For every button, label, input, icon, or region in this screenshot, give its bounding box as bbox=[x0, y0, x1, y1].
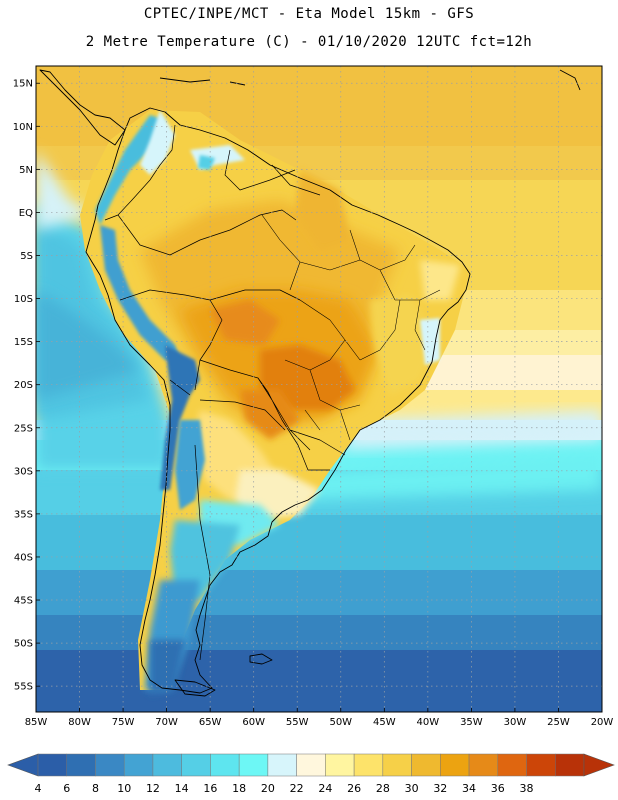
colorbar-swatch bbox=[152, 753, 182, 777]
colorbar-swatch bbox=[353, 753, 384, 777]
colorbar-swatch bbox=[267, 753, 297, 777]
colorbar-swatch bbox=[123, 753, 154, 777]
colorbar-swatch bbox=[181, 753, 211, 777]
coastline-borders bbox=[39, 69, 581, 697]
colorbar-labels: 4 6 8 10 12 14 16 18 20 22 24 26 28 30 32 34 36 38 bbox=[35, 782, 534, 795]
colorbar-swatch bbox=[555, 753, 585, 777]
south-america-coastline bbox=[85, 107, 471, 694]
lon-label: 80W bbox=[68, 717, 91, 728]
colorbar-swatch bbox=[210, 753, 240, 777]
lat-label: 5S bbox=[20, 251, 33, 262]
colorbar-label: 36 bbox=[491, 782, 505, 795]
colorbar-swatch bbox=[411, 753, 441, 777]
colorbar bbox=[7, 753, 615, 777]
colorbar-label: 32 bbox=[433, 782, 447, 795]
colorbar-label: 14 bbox=[175, 782, 189, 795]
lat-label: 55S bbox=[14, 682, 33, 693]
lon-label: 50W bbox=[329, 717, 352, 728]
lat-label: 40S bbox=[14, 552, 33, 563]
latitude-labels: 15N 10N 5N EQ 5S 10S 15S 20S 25S 30S 35S 40S 45S 50S 5… bbox=[13, 79, 33, 693]
colorbar-swatch bbox=[526, 753, 556, 777]
lat-label: 10N bbox=[13, 122, 33, 133]
colorbar-label: 38 bbox=[520, 782, 534, 795]
colorbar-swatch bbox=[66, 753, 96, 777]
lat-label: 10S bbox=[14, 294, 33, 305]
colorbar-label: 16 bbox=[203, 782, 217, 795]
colorbar-swatch bbox=[296, 753, 326, 777]
colorbar-label: 12 bbox=[146, 782, 160, 795]
lat-label: 25S bbox=[14, 423, 33, 434]
chart-title-line1: CPTEC/INPE/MCT - Eta Model 15km - GFS bbox=[143, 6, 475, 22]
brazil-states bbox=[261, 214, 441, 441]
lon-label: 60W bbox=[242, 717, 265, 728]
lat-label: 15S bbox=[14, 337, 33, 348]
lat-label: 20S bbox=[14, 380, 33, 391]
colorbar-label: 24 bbox=[318, 782, 332, 795]
colorbar-label: 22 bbox=[290, 782, 304, 795]
colorbar-swatch bbox=[382, 753, 412, 777]
chart-title-line2: 2 Metre Temperature (C) - 01/10/2020 12U… bbox=[85, 34, 533, 50]
colorbar-label: 30 bbox=[405, 782, 419, 795]
axis-ticks bbox=[35, 82, 603, 712]
colorbar-label: 18 bbox=[232, 782, 246, 795]
lat-label: 45S bbox=[14, 596, 33, 607]
temperature-field bbox=[36, 66, 602, 712]
colorbar-arrow-right bbox=[583, 753, 615, 777]
lon-label: 55W bbox=[286, 717, 309, 728]
lat-label: 35S bbox=[14, 509, 33, 520]
lon-label: 75W bbox=[112, 717, 135, 728]
colorbar-label: 4 bbox=[35, 782, 42, 795]
colorbar-swatch bbox=[325, 753, 355, 777]
lon-label: 20W bbox=[591, 717, 614, 728]
land-temperature bbox=[80, 110, 470, 695]
lat-label: 5N bbox=[19, 165, 33, 176]
country-borders bbox=[104, 124, 346, 661]
colorbar-swatch bbox=[440, 753, 470, 777]
lon-label: 45W bbox=[373, 717, 396, 728]
colorbar-swatch bbox=[468, 753, 499, 777]
colorbar-label: 6 bbox=[63, 782, 70, 795]
central-america bbox=[39, 69, 126, 146]
lat-label: EQ bbox=[19, 208, 33, 219]
colorbar-label: 34 bbox=[462, 782, 476, 795]
lon-label: 70W bbox=[155, 717, 178, 728]
colorbar-label: 20 bbox=[261, 782, 275, 795]
lon-label: 30W bbox=[504, 717, 527, 728]
colorbar-label: 26 bbox=[347, 782, 361, 795]
lat-label: 50S bbox=[14, 639, 33, 650]
falkland-islands bbox=[249, 653, 273, 665]
colorbar-label: 8 bbox=[92, 782, 99, 795]
colorbar-arrow-left bbox=[7, 753, 39, 777]
colorbar-swatch bbox=[497, 753, 527, 777]
lon-label: 35W bbox=[460, 717, 483, 728]
colorbar-swatch bbox=[37, 753, 67, 777]
colorbar-label: 10 bbox=[117, 782, 131, 795]
lat-label: 30S bbox=[14, 466, 33, 477]
lon-label: 65W bbox=[199, 717, 222, 728]
colorbar-swatch bbox=[95, 753, 125, 777]
lon-label: 40W bbox=[417, 717, 440, 728]
map-frame bbox=[35, 65, 603, 713]
longitude-labels: 85W 80W 75W 70W 65W 60W 55W 50W 45W 40W 35W 30W 25W 2… bbox=[25, 717, 614, 728]
tierra-del-fuego bbox=[174, 679, 216, 697]
lon-label: 85W bbox=[25, 717, 48, 728]
colorbar-swatch bbox=[238, 753, 269, 777]
colorbar-label: 28 bbox=[376, 782, 390, 795]
lat-label: 15N bbox=[13, 79, 33, 90]
lon-label: 25W bbox=[547, 717, 570, 728]
